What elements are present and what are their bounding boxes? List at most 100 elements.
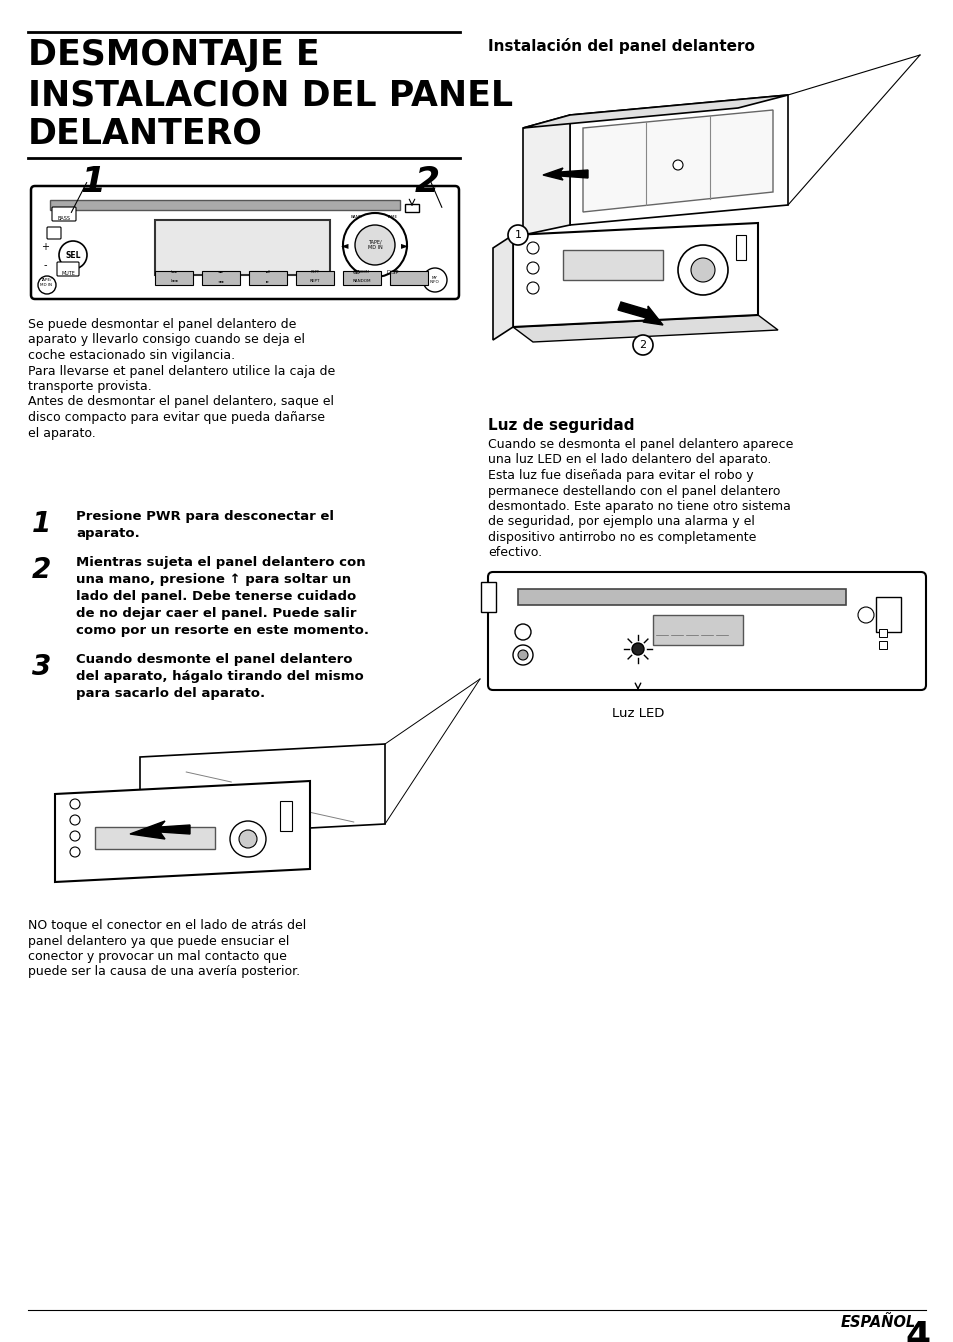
FancyBboxPatch shape — [488, 572, 925, 690]
Text: permanece destellando con el panel delantero: permanece destellando con el panel delan… — [488, 484, 780, 498]
Text: una mano, presione ↑ para soltar un: una mano, presione ↑ para soltar un — [76, 573, 351, 586]
Text: ►: ► — [266, 279, 270, 283]
Text: DELANTERO: DELANTERO — [28, 115, 263, 150]
Text: INSTALACION DEL PANEL: INSTALACION DEL PANEL — [28, 78, 513, 111]
Polygon shape — [493, 235, 513, 340]
Circle shape — [513, 646, 533, 666]
Text: dispositivo antirrobo no es completamente: dispositivo antirrobo no es completament… — [488, 531, 756, 544]
Polygon shape — [140, 743, 385, 837]
Circle shape — [239, 829, 256, 848]
Text: ►: ► — [401, 240, 408, 250]
Polygon shape — [542, 168, 587, 180]
Text: Instalación del panel delantero: Instalación del panel delantero — [488, 38, 754, 54]
Text: Esta luz fue diseñada para evitar el robo y: Esta luz fue diseñada para evitar el rob… — [488, 468, 753, 482]
Text: DISP: DISP — [386, 271, 399, 275]
Bar — [878, 641, 886, 650]
Text: Cuando se desmonta el panel delantero aparece: Cuando se desmonta el panel delantero ap… — [488, 437, 793, 451]
Circle shape — [355, 225, 395, 264]
Bar — [95, 827, 214, 849]
Text: +: + — [41, 242, 49, 252]
Circle shape — [526, 242, 538, 254]
Bar — [405, 204, 418, 212]
Text: lado del panel. Debe tenerse cuidado: lado del panel. Debe tenerse cuidado — [76, 590, 355, 603]
Text: del aparato, hágalo tirando del mismo: del aparato, hágalo tirando del mismo — [76, 670, 363, 683]
Bar — [202, 271, 240, 285]
Circle shape — [526, 262, 538, 274]
Text: REPT: REPT — [310, 270, 319, 274]
Bar — [154, 271, 193, 285]
Text: Cuando desmonte el panel delantero: Cuando desmonte el panel delantero — [76, 654, 352, 666]
Circle shape — [507, 225, 527, 246]
Polygon shape — [55, 781, 310, 882]
Text: TAPE/
MD IN: TAPE/ MD IN — [367, 240, 382, 251]
Bar — [562, 250, 662, 280]
Text: DESMONTAJE E: DESMONTAJE E — [28, 38, 319, 72]
Text: SEL: SEL — [65, 251, 81, 259]
Bar — [390, 271, 428, 285]
Text: de seguridad, por ejemplo una alarma y el: de seguridad, por ejemplo una alarma y e… — [488, 515, 754, 529]
Circle shape — [672, 160, 682, 170]
Circle shape — [517, 650, 527, 660]
Text: ◄: ◄ — [341, 240, 349, 250]
Text: como por un resorte en este momento.: como por un resorte en este momento. — [76, 624, 369, 637]
Circle shape — [857, 607, 873, 623]
Text: I◄◄: I◄◄ — [171, 279, 177, 283]
Text: RANDOM: RANDOM — [354, 270, 370, 274]
Text: 2: 2 — [639, 340, 646, 350]
Bar — [517, 589, 845, 605]
Text: desmontado. Este aparato no tiene otro sistema: desmontado. Este aparato no tiene otro s… — [488, 501, 790, 513]
Bar — [735, 235, 745, 260]
Text: 3: 3 — [32, 654, 51, 680]
Circle shape — [515, 624, 531, 640]
Bar — [878, 629, 886, 637]
Text: de no dejar caer el panel. Puede salir: de no dejar caer el panel. Puede salir — [76, 607, 356, 620]
FancyBboxPatch shape — [30, 187, 458, 299]
Polygon shape — [569, 95, 787, 225]
Text: 2: 2 — [32, 556, 51, 584]
Text: 1: 1 — [32, 510, 51, 538]
Text: BASS: BASS — [57, 216, 71, 221]
Bar — [249, 271, 287, 285]
Text: para sacarlo del aparato.: para sacarlo del aparato. — [76, 687, 265, 701]
Text: CD: CD — [353, 271, 360, 275]
Circle shape — [690, 258, 714, 282]
Text: aparato y llevarlo consigo cuando se deja el: aparato y llevarlo consigo cuando se dej… — [28, 334, 305, 346]
Bar — [50, 200, 399, 209]
Circle shape — [343, 213, 407, 276]
Circle shape — [70, 831, 80, 841]
Text: REPT: REPT — [310, 279, 320, 283]
Text: Presione PWR para desconectar el: Presione PWR para desconectar el — [76, 510, 334, 523]
Text: ESPAÑOL: ESPAÑOL — [840, 1315, 915, 1330]
Polygon shape — [513, 223, 758, 327]
Polygon shape — [618, 302, 662, 325]
Polygon shape — [582, 110, 772, 212]
Text: TAPE/
MD IN: TAPE/ MD IN — [40, 278, 52, 287]
Text: MY
INFO: MY INFO — [430, 275, 439, 285]
Text: 4: 4 — [905, 1321, 930, 1342]
Text: -: - — [43, 260, 47, 270]
Bar — [652, 615, 742, 646]
Text: 1: 1 — [514, 229, 521, 240]
Text: BAND: BAND — [351, 215, 362, 219]
Text: 1: 1 — [80, 165, 105, 199]
Circle shape — [70, 815, 80, 825]
Text: disco compacto para evitar que pueda dañarse: disco compacto para evitar que pueda dañ… — [28, 411, 325, 424]
Text: ◄◄: ◄◄ — [218, 270, 224, 274]
Text: I◄◄: I◄◄ — [171, 270, 177, 274]
Text: RANDOM: RANDOM — [353, 279, 371, 283]
Text: A.ME: A.ME — [388, 215, 397, 219]
Polygon shape — [522, 95, 787, 127]
Polygon shape — [522, 115, 569, 235]
Bar — [480, 582, 496, 612]
Text: transporte provista.: transporte provista. — [28, 380, 152, 393]
Circle shape — [631, 643, 643, 655]
Circle shape — [70, 847, 80, 858]
Text: coche estacionado sin vigilancia.: coche estacionado sin vigilancia. — [28, 349, 234, 362]
FancyBboxPatch shape — [47, 227, 61, 239]
Bar — [875, 597, 900, 632]
Text: 2: 2 — [415, 165, 439, 199]
FancyBboxPatch shape — [52, 207, 76, 221]
Text: MUTE: MUTE — [61, 271, 75, 276]
Text: Luz LED: Luz LED — [611, 707, 663, 721]
Bar — [280, 801, 292, 831]
